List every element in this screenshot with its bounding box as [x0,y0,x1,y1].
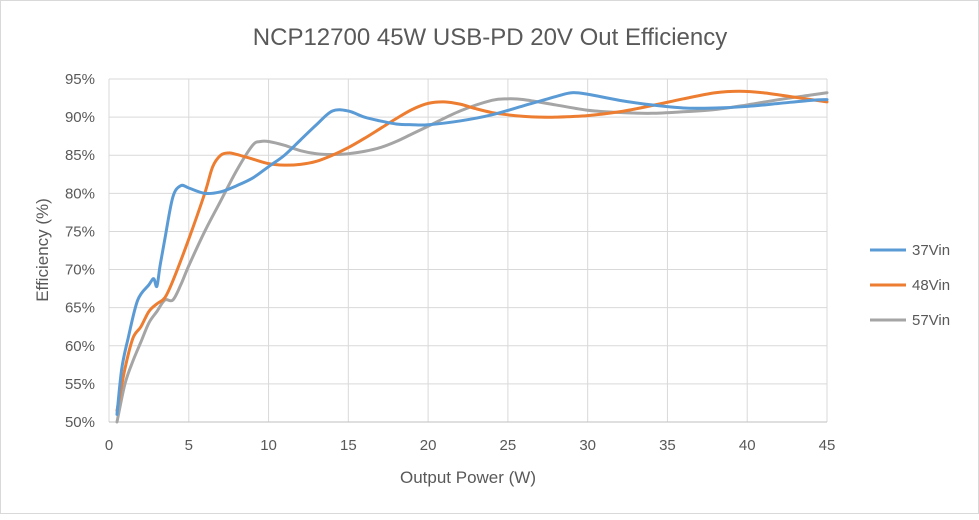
legend-label-48vin: 48Vin [912,277,950,294]
y-tick-label: 65% [65,300,95,317]
series-lines [115,89,829,424]
x-tick-label: 45 [819,437,836,454]
series-line-57vin [115,91,829,424]
x-tick-label: 40 [739,437,756,454]
y-tick-label: 80% [65,185,95,202]
y-tick-label: 70% [65,262,95,279]
series-line-48vin [115,89,829,413]
y-tick-label: 60% [65,338,95,355]
y-axis-title: Efficiency (%) [33,198,52,302]
series-line-37vin [115,91,829,416]
x-tick-label: 25 [500,437,517,454]
y-tick-label: 90% [65,109,95,126]
chart-title: NCP12700 45W USB-PD 20V Out Efficiency [253,24,727,51]
x-tick-label: 15 [340,437,357,454]
y-tick-label: 50% [65,414,95,431]
y-tick-label: 85% [65,147,95,164]
legend: 37Vin 48Vin 57Vin [870,242,950,329]
y-tick-label: 95% [65,71,95,88]
x-tick-label: 10 [260,437,277,454]
legend-label-37vin: 37Vin [912,242,950,259]
y-tick-label: 55% [65,376,95,393]
x-tick-label: 0 [105,437,113,454]
x-axis-title: Output Power (W) [400,468,536,487]
gridlines [108,78,828,423]
axes: 50% 55% 60% 65% 70% 75% 80% 85% 90% 95% 0 5 10 15 20 25… [65,71,835,454]
x-tick-label: 35 [659,437,676,454]
x-tick-label: 20 [420,437,437,454]
y-tick-label: 75% [65,223,95,240]
x-tick-label: 5 [185,437,193,454]
x-tick-label: 30 [579,437,596,454]
legend-label-57vin: 57Vin [912,312,950,329]
